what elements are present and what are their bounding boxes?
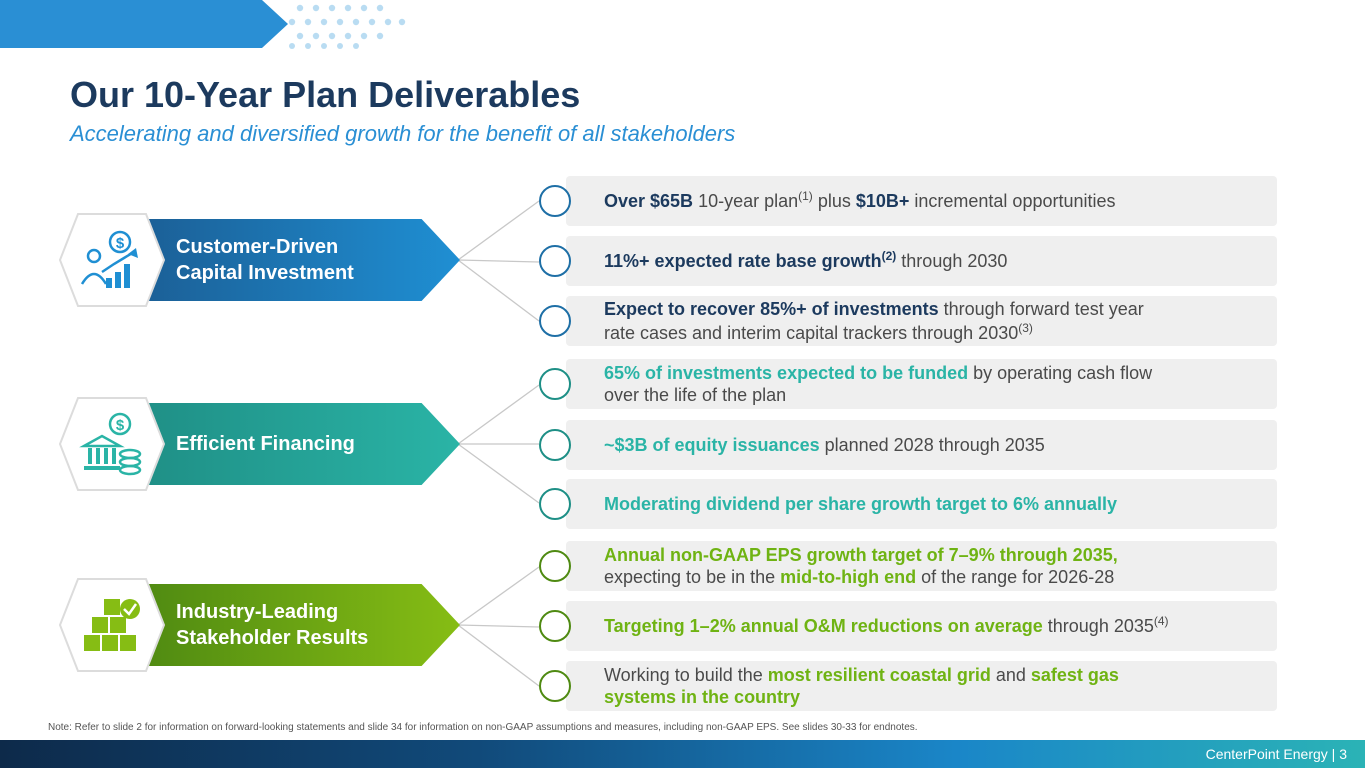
growth-chart-dollar-icon: $ xyxy=(58,213,166,307)
deliverable-row: Annual non-GAAP EPS growth target of 7–9… xyxy=(566,541,1277,591)
deliverable-text: Working to build the most resilient coas… xyxy=(604,664,1119,708)
deliverable-text: Expect to recover 85%+ of investments th… xyxy=(604,299,1144,343)
bullet-circle-icon xyxy=(539,368,571,400)
svg-text:$: $ xyxy=(116,417,125,434)
footnote: Note: Refer to slide 2 for information o… xyxy=(48,722,918,733)
pillar-stakeholder-results: Industry-Leading Stakeholder Results xyxy=(140,584,460,666)
page-title: Our 10-Year Plan Deliverables xyxy=(70,74,581,115)
pillar-efficient-financing: Efficient Financing xyxy=(140,403,460,485)
bullet-circle-icon xyxy=(539,610,571,642)
deliverable-row: Moderating dividend per share growth tar… xyxy=(566,479,1277,529)
company-page-number: CenterPoint Energy | 3 xyxy=(1205,746,1347,762)
boxes-check-icon xyxy=(58,578,166,672)
header-arrow-banner xyxy=(0,0,406,49)
deliverable-text: 65% of investments expected to be funded… xyxy=(604,362,1153,406)
footer-bar: CenterPoint Energy | 3 xyxy=(0,740,1365,768)
deliverable-text: Targeting 1–2% annual O&M reductions on … xyxy=(604,614,1169,637)
pillar-label: Industry-Leading Stakeholder Results xyxy=(176,601,369,649)
bullet-circle-icon xyxy=(539,429,571,461)
pillar-capital-investment: Customer-Driven Capital Investment xyxy=(140,219,460,301)
deliverable-row: Over $65B 10-year plan(1) plus $10B+ inc… xyxy=(566,176,1277,226)
deliverable-row: ~$3B of equity issuances planned 2028 th… xyxy=(566,420,1277,470)
pillar-arrow-shape xyxy=(140,584,460,666)
bullet-circle-icon xyxy=(539,670,571,702)
deliverable-text: ~$3B of equity issuances planned 2028 th… xyxy=(604,434,1045,455)
deliverable-text: 11%+ expected rate base growth(2) throug… xyxy=(604,249,1008,272)
bullet-circle-icon xyxy=(539,185,571,217)
pillar-label: Efficient Financing xyxy=(176,433,355,455)
bullet-circle-icon xyxy=(539,245,571,277)
deliverable-text: Moderating dividend per share growth tar… xyxy=(604,493,1118,514)
deliverable-row: Expect to recover 85%+ of investments th… xyxy=(566,296,1277,346)
bullet-circle-icon xyxy=(539,488,571,520)
deliverable-row: 11%+ expected rate base growth(2) throug… xyxy=(566,236,1277,286)
svg-text:$: $ xyxy=(116,235,125,252)
pillar-label: Customer-Driven Capital Investment xyxy=(176,236,354,284)
bullet-circle-icon xyxy=(539,550,571,582)
deliverable-row: Targeting 1–2% annual O&M reductions on … xyxy=(566,601,1277,651)
deliverable-text: Annual non-GAAP EPS growth target of 7–9… xyxy=(604,544,1118,588)
deliverable-text: Over $65B 10-year plan(1) plus $10B+ inc… xyxy=(604,189,1116,212)
bullet-circle-icon xyxy=(539,305,571,337)
page-subtitle: Accelerating and diversified growth for … xyxy=(70,121,736,146)
deliverable-row: Working to build the most resilient coas… xyxy=(566,661,1277,711)
deliverable-row: 65% of investments expected to be funded… xyxy=(566,359,1277,409)
bank-coins-icon: $ xyxy=(58,397,166,491)
pillar-arrow-shape xyxy=(140,403,460,485)
pillar-arrow-shape xyxy=(140,219,460,301)
